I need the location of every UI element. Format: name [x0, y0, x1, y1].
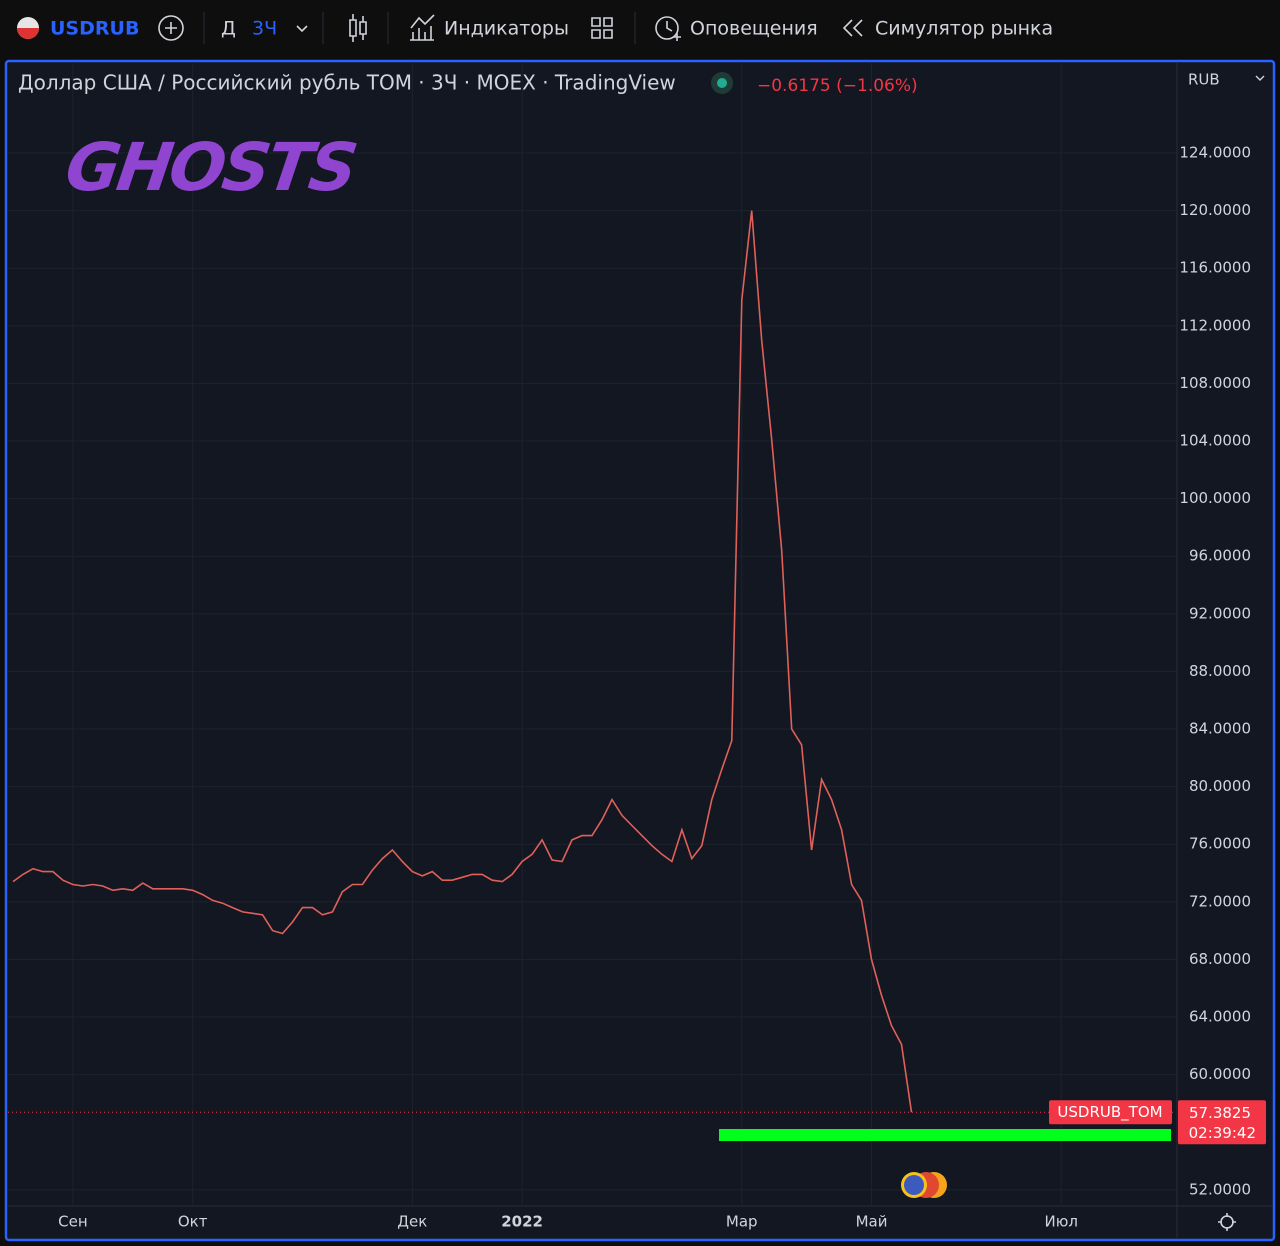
symbol[interactable]: USDRUB [50, 18, 139, 40]
interval-prefix[interactable]: Д [221, 18, 236, 40]
add-icon [165, 22, 177, 34]
y-tick-label: 84.0000 [1189, 720, 1251, 738]
indicators-button[interactable]: Индикаторы [444, 18, 569, 40]
dropdown-icon[interactable] [296, 25, 308, 33]
x-tick-label: Дек [397, 1213, 427, 1231]
x-tick-label: Мар [726, 1213, 758, 1231]
settings-icon[interactable] [1220, 1215, 1234, 1229]
y-tick-label: 124.0000 [1179, 144, 1251, 162]
last-price: 57.3825 [1189, 1104, 1251, 1122]
y-tick-label: 88.0000 [1189, 662, 1251, 680]
series-name-box [1049, 1100, 1172, 1125]
dropdown-icon[interactable] [1255, 75, 1265, 81]
y-tick-label: 108.0000 [1179, 374, 1251, 392]
y-tick-label: 80.0000 [1189, 777, 1251, 795]
currency[interactable]: RUB [1188, 71, 1220, 89]
y-tick-label: 60.0000 [1189, 1065, 1251, 1083]
x-tick-label: Май [856, 1213, 888, 1231]
y-tick-label: 120.0000 [1179, 201, 1251, 219]
y-tick-label: 68.0000 [1189, 950, 1251, 968]
x-tick-label: Июл [1044, 1213, 1077, 1231]
watermark: GHOSTS [61, 128, 360, 206]
chart-type-icon[interactable] [349, 14, 367, 42]
alert-icon [666, 21, 681, 41]
currency-bg [1178, 63, 1272, 93]
price-line [12, 210, 913, 1113]
x-tick-label: Окт [178, 1213, 208, 1231]
y-tick-label: 100.0000 [1179, 489, 1251, 507]
alert-icon[interactable] [655, 16, 679, 40]
last-price-box [1178, 1100, 1266, 1145]
replay-icon[interactable] [842, 19, 863, 37]
replay-button[interactable]: Симулятор рынка [875, 18, 1053, 40]
y-tick-label: 64.0000 [1189, 1008, 1251, 1026]
alerts-button[interactable]: Оповещения [690, 18, 818, 40]
drawn-level[interactable] [719, 1129, 1171, 1141]
y-tick-label: 116.0000 [1179, 259, 1251, 277]
layout-icon[interactable] [591, 17, 613, 39]
chart-legend: Доллар США / Российский рубль TOM · 3Ч ·… [18, 71, 676, 95]
flag-icon [17, 28, 39, 39]
series-name: USDRUB_TOM [1057, 1103, 1162, 1122]
toolbar: USDRUB Д 3Ч Индикаторы Оповещения Симуля… [17, 12, 1053, 44]
add-icon[interactable] [158, 15, 184, 41]
y-tick-label: 104.0000 [1179, 432, 1251, 450]
y-tick-label: 112.0000 [1179, 316, 1251, 334]
y-tick-label: 76.0000 [1189, 835, 1251, 853]
interval[interactable]: 3Ч [252, 18, 277, 40]
settings-icon[interactable] [1218, 1213, 1236, 1231]
price-change: −0.6175 (−1.06%) [757, 76, 918, 96]
event-icon [904, 1175, 924, 1195]
y-tick-label: 72.0000 [1189, 892, 1251, 910]
x-tick-label: Сен [58, 1213, 88, 1231]
y-tick-label: 96.0000 [1189, 547, 1251, 565]
indicators-icon[interactable] [410, 14, 435, 41]
market-status [717, 78, 727, 88]
countdown: 02:39:42 [1189, 1124, 1256, 1142]
y-tick-label: 52.0000 [1189, 1180, 1251, 1198]
x-tick-label: 2022 [501, 1213, 543, 1231]
chart-frame [4, 59, 1276, 1242]
y-tick-label: 92.0000 [1189, 604, 1251, 622]
